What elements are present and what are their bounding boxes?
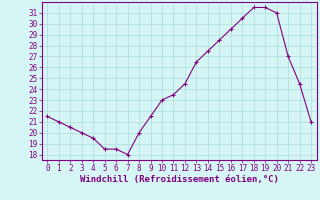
X-axis label: Windchill (Refroidissement éolien,°C): Windchill (Refroidissement éolien,°C) <box>80 175 279 184</box>
